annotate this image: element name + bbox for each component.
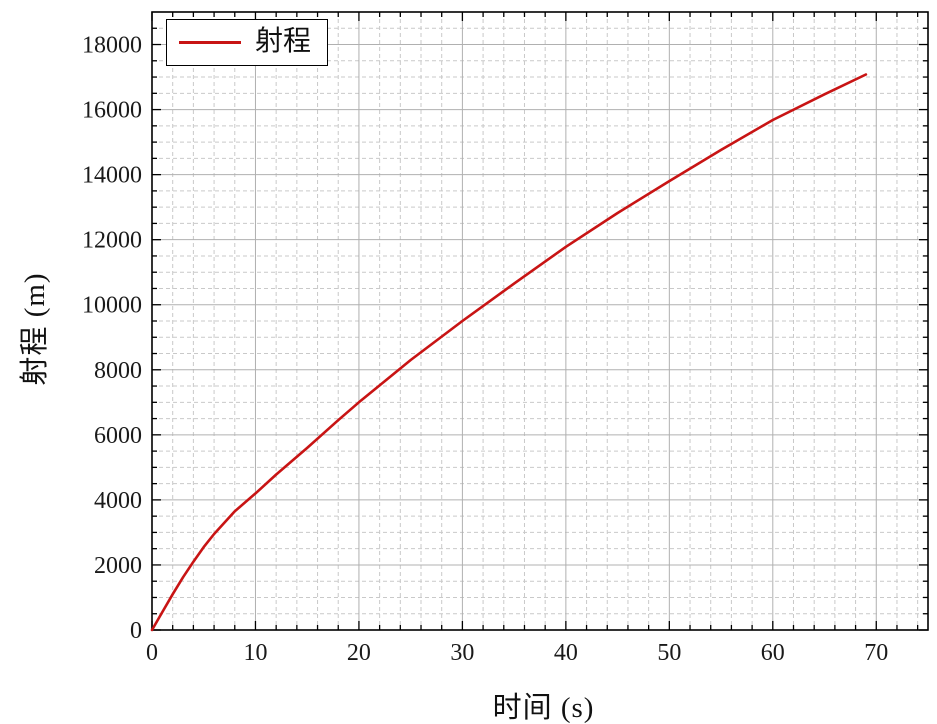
y-tick-label: 10000 bbox=[82, 293, 142, 319]
y-tick-label: 18000 bbox=[82, 33, 142, 59]
x-axis-title: 时间 (s) bbox=[492, 692, 595, 724]
y-tick-label: 2000 bbox=[94, 553, 142, 579]
x-tick-label: 50 bbox=[657, 640, 681, 666]
x-tick-label: 10 bbox=[243, 640, 267, 666]
x-tick-label: 20 bbox=[347, 640, 371, 666]
y-tick-label: 8000 bbox=[94, 358, 142, 384]
x-tick-label: 40 bbox=[554, 640, 578, 666]
range-series-line bbox=[150, 73, 868, 632]
y-tick-label: 0 bbox=[130, 618, 142, 644]
legend-label: 射程 bbox=[255, 26, 312, 57]
y-tick-label: 14000 bbox=[82, 163, 142, 189]
y-axis-title: 射程 (m) bbox=[19, 272, 51, 386]
x-tick-label: 30 bbox=[450, 640, 474, 666]
x-tick-label: 0 bbox=[146, 640, 158, 666]
legend-line-sample bbox=[179, 40, 241, 44]
legend: 射程 bbox=[166, 19, 329, 66]
y-tick-label: 16000 bbox=[82, 98, 142, 124]
x-tick-label: 60 bbox=[761, 640, 785, 666]
y-tick-label: 6000 bbox=[94, 423, 142, 449]
x-tick-label: 70 bbox=[864, 640, 888, 666]
y-tick-label: 12000 bbox=[82, 228, 142, 254]
y-tick-label: 4000 bbox=[94, 488, 142, 514]
